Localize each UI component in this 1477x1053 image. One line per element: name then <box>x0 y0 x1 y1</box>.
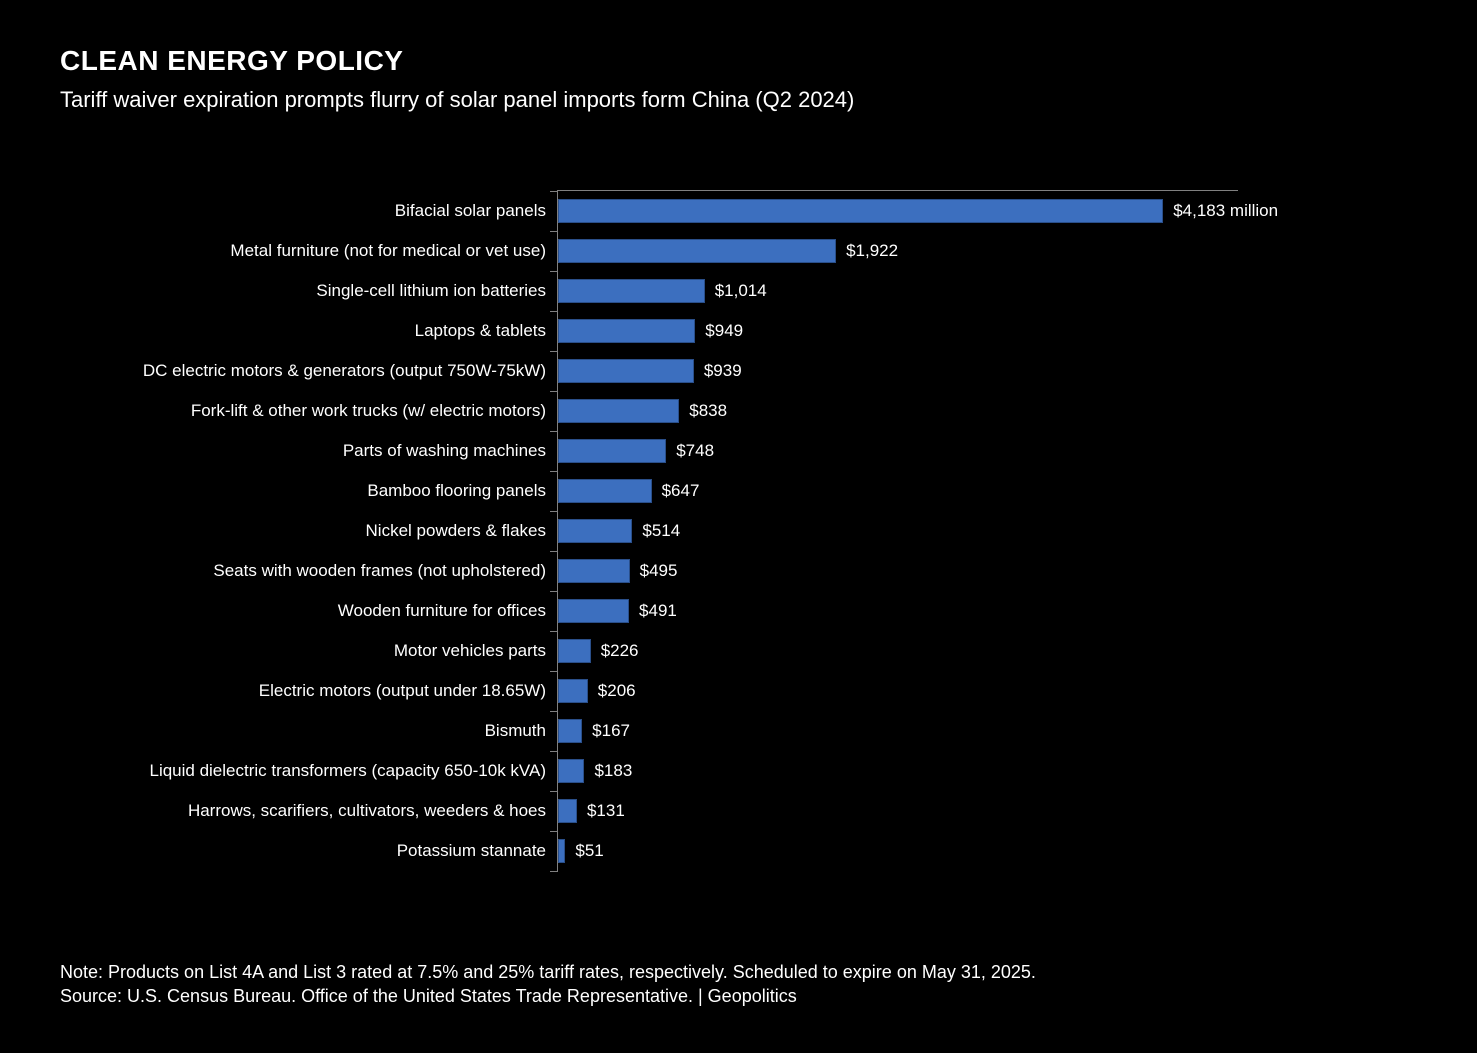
page-root: CLEAN ENERGY POLICY Tariff waiver expira… <box>0 0 1477 1053</box>
bar-category-label: Bismuth <box>56 711 546 751</box>
chart-plot: Bifacial solar panels$4,183 millionMetal… <box>557 190 1238 871</box>
chart-bar <box>558 279 705 303</box>
chart-area: Bifacial solar panels$4,183 millionMetal… <box>60 190 1420 890</box>
bar-category-label: Laptops & tablets <box>56 311 546 351</box>
bar-row: Bismuth$167 <box>558 711 1238 751</box>
bar-value-label: $647 <box>652 471 700 511</box>
axis-tick <box>550 191 558 192</box>
chart-bar <box>558 439 666 463</box>
bar-value-label: $495 <box>630 551 678 591</box>
chart-bar <box>558 839 565 863</box>
bar-value-label: $131 <box>577 791 625 831</box>
bar-row: Seats with wooden frames (not upholstere… <box>558 551 1238 591</box>
bar-value-label: $206 <box>588 671 636 711</box>
bar-category-label: Bifacial solar panels <box>56 191 546 231</box>
bar-row: Liquid dielectric transformers (capacity… <box>558 751 1238 791</box>
chart-bar <box>558 399 679 423</box>
bar-category-label: Metal furniture (not for medical or vet … <box>56 231 546 271</box>
bar-row: Harrows, scarifiers, cultivators, weeder… <box>558 791 1238 831</box>
bar-row: Parts of washing machines$748 <box>558 431 1238 471</box>
header-block: CLEAN ENERGY POLICY Tariff waiver expira… <box>60 45 1417 113</box>
bar-category-label: Potassium stannate <box>56 831 546 871</box>
bar-category-label: Parts of washing machines <box>56 431 546 471</box>
axis-tick <box>550 631 558 632</box>
bar-row: Nickel powders & flakes$514 <box>558 511 1238 551</box>
bar-value-label: $949 <box>695 311 743 351</box>
chart-bar <box>558 199 1163 223</box>
bar-value-label: $183 <box>584 751 632 791</box>
chart-bar <box>558 359 694 383</box>
bar-value-label: $4,183 million <box>1163 191 1278 231</box>
axis-tick <box>550 511 558 512</box>
axis-tick <box>550 231 558 232</box>
chart-bar <box>558 559 630 583</box>
bar-category-label: DC electric motors & generators (output … <box>56 351 546 391</box>
page-subtitle: Tariff waiver expiration prompts flurry … <box>60 87 1417 113</box>
axis-tick <box>550 671 558 672</box>
bar-row: Bamboo flooring panels$647 <box>558 471 1238 511</box>
axis-tick <box>550 271 558 272</box>
bar-value-label: $167 <box>582 711 630 751</box>
bar-value-label: $226 <box>591 631 639 671</box>
bar-value-label: $748 <box>666 431 714 471</box>
bar-row: Single-cell lithium ion batteries$1,014 <box>558 271 1238 311</box>
bar-value-label: $1,014 <box>705 271 767 311</box>
bar-row: Fork-lift & other work trucks (w/ electr… <box>558 391 1238 431</box>
bar-category-label: Liquid dielectric transformers (capacity… <box>56 751 546 791</box>
axis-tick <box>550 751 558 752</box>
page-title: CLEAN ENERGY POLICY <box>60 45 1417 77</box>
chart-bar <box>558 759 584 783</box>
footer-note: Note: Products on List 4A and List 3 rat… <box>60 961 1417 1008</box>
axis-tick <box>550 551 558 552</box>
footer-line-1: Note: Products on List 4A and List 3 rat… <box>60 961 1417 984</box>
chart-bar <box>558 799 577 823</box>
bar-category-label: Seats with wooden frames (not upholstere… <box>56 551 546 591</box>
bar-row: Laptops & tablets$949 <box>558 311 1238 351</box>
chart-bar <box>558 599 629 623</box>
axis-tick <box>550 471 558 472</box>
axis-tick <box>550 351 558 352</box>
bar-row: Electric motors (output under 18.65W)$20… <box>558 671 1238 711</box>
chart-bar <box>558 719 582 743</box>
bar-value-label: $1,922 <box>836 231 898 271</box>
axis-tick <box>550 831 558 832</box>
bar-category-label: Wooden furniture for offices <box>56 591 546 631</box>
bar-value-label: $51 <box>565 831 603 871</box>
bar-category-label: Bamboo flooring panels <box>56 471 546 511</box>
chart-bar <box>558 239 836 263</box>
axis-tick <box>550 431 558 432</box>
bar-category-label: Harrows, scarifiers, cultivators, weeder… <box>56 791 546 831</box>
axis-tick <box>550 591 558 592</box>
bar-value-label: $514 <box>632 511 680 551</box>
footer-line-2: Source: U.S. Census Bureau. Office of th… <box>60 985 1417 1008</box>
chart-bar <box>558 639 591 663</box>
bar-row: Motor vehicles parts$226 <box>558 631 1238 671</box>
chart-bar <box>558 679 588 703</box>
bar-category-label: Fork-lift & other work trucks (w/ electr… <box>56 391 546 431</box>
bar-value-label: $491 <box>629 591 677 631</box>
bar-row: Bifacial solar panels$4,183 million <box>558 191 1238 231</box>
axis-tick <box>550 871 558 872</box>
chart-bar <box>558 519 632 543</box>
axis-tick <box>550 791 558 792</box>
bar-row: Potassium stannate$51 <box>558 831 1238 871</box>
bar-category-label: Motor vehicles parts <box>56 631 546 671</box>
bar-row: Metal furniture (not for medical or vet … <box>558 231 1238 271</box>
bar-value-label: $939 <box>694 351 742 391</box>
bar-row: Wooden furniture for offices$491 <box>558 591 1238 631</box>
bar-category-label: Electric motors (output under 18.65W) <box>56 671 546 711</box>
axis-tick <box>550 711 558 712</box>
chart-bar <box>558 479 652 503</box>
bar-category-label: Nickel powders & flakes <box>56 511 546 551</box>
axis-tick <box>550 311 558 312</box>
bar-row: DC electric motors & generators (output … <box>558 351 1238 391</box>
axis-tick <box>550 391 558 392</box>
chart-bar <box>558 319 695 343</box>
bar-value-label: $838 <box>679 391 727 431</box>
bar-category-label: Single-cell lithium ion batteries <box>56 271 546 311</box>
